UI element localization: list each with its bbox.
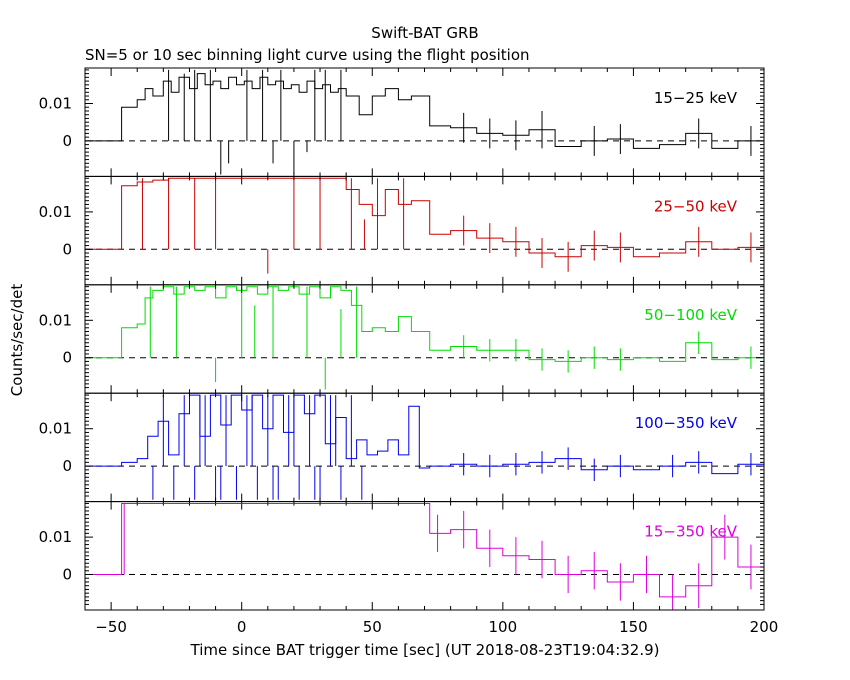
y-tick-label: 0.01 [39, 420, 72, 438]
series-line [85, 73, 764, 149]
band-label: 100−350 keV [635, 414, 738, 432]
series-line [85, 286, 764, 362]
y-tick-label: 0 [62, 349, 72, 367]
x-tick-label: 50 [363, 618, 382, 636]
panel-4: 0 0.01 100−350 keV [39, 392, 765, 503]
x-tick-label: 100 [489, 618, 518, 636]
x-tick-label: 0 [237, 618, 247, 636]
series-25-50 keV [85, 177, 764, 274]
panel-frame [84, 67, 765, 177]
panel-1: 0 0.01 15−25 keV [39, 67, 765, 177]
x-axis-label: Time since BAT trigger time [sec] (UT 20… [190, 641, 660, 659]
chart-subtitle: SN=5 or 10 sec binning light curve using… [85, 46, 530, 64]
band-label: 15−25 keV [654, 89, 738, 107]
y-tick-label: 0 [62, 132, 72, 150]
x-tick-label: 150 [619, 618, 648, 636]
band-label: 15−350 keV [644, 523, 737, 541]
y-tick-label: 0.01 [39, 528, 72, 546]
y-tick-label: 0.01 [39, 311, 72, 329]
band-label: 25−50 keV [654, 197, 738, 215]
panel-frame [84, 392, 765, 503]
series-line [85, 177, 764, 258]
y-tick-label: 0.01 [39, 203, 72, 221]
panel-frame [84, 501, 765, 611]
x-tick-label: 200 [750, 618, 779, 636]
chart-title: Swift-BAT GRB [371, 24, 478, 42]
series-line [85, 503, 764, 598]
panel-frame [84, 284, 765, 394]
panel-5: 0 0.01 15−350 keV [39, 501, 765, 611]
panel-3: 0 0.01 50−100 keV [39, 284, 765, 394]
y-tick-label: 0 [62, 240, 72, 258]
series-15-350 keV [85, 503, 764, 610]
panels-layer: 0 0.01 15−25 keV 0 0.01 25−50 keV 0 0.01 50−100 … [39, 67, 779, 636]
series-100-350 keV [85, 394, 764, 500]
y-axis-label: Counts/sec/det [8, 284, 26, 397]
y-tick-label: 0.01 [39, 95, 72, 113]
panel-2: 0 0.01 25−50 keV [39, 175, 765, 286]
band-label: 50−100 keV [644, 306, 737, 324]
series-15-25 keV [85, 69, 764, 175]
series-50-100 keV [85, 286, 764, 390]
y-tick-label: 0 [62, 565, 72, 583]
y-tick-label: 0 [62, 457, 72, 475]
panel-frame [84, 175, 765, 286]
x-tick-label: −50 [95, 618, 127, 636]
series-line [85, 394, 764, 475]
